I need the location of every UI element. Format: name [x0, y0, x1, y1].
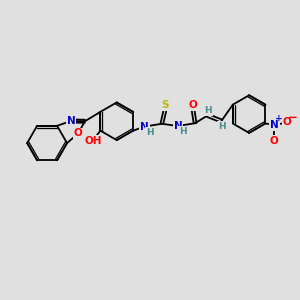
Text: OH: OH [85, 136, 102, 146]
Text: S: S [161, 100, 169, 110]
Text: N: N [140, 122, 149, 131]
Text: H: H [204, 106, 212, 115]
Text: N: N [173, 121, 182, 131]
Text: H: H [179, 127, 187, 136]
Text: O: O [269, 136, 278, 146]
Text: O: O [188, 100, 197, 110]
Text: O: O [74, 128, 82, 139]
Text: H: H [218, 122, 226, 131]
Text: N: N [270, 120, 279, 130]
Text: +: + [275, 114, 283, 123]
Text: H: H [146, 128, 154, 136]
Text: N: N [67, 116, 75, 126]
Text: O: O [283, 117, 292, 127]
Text: −: − [288, 111, 298, 124]
